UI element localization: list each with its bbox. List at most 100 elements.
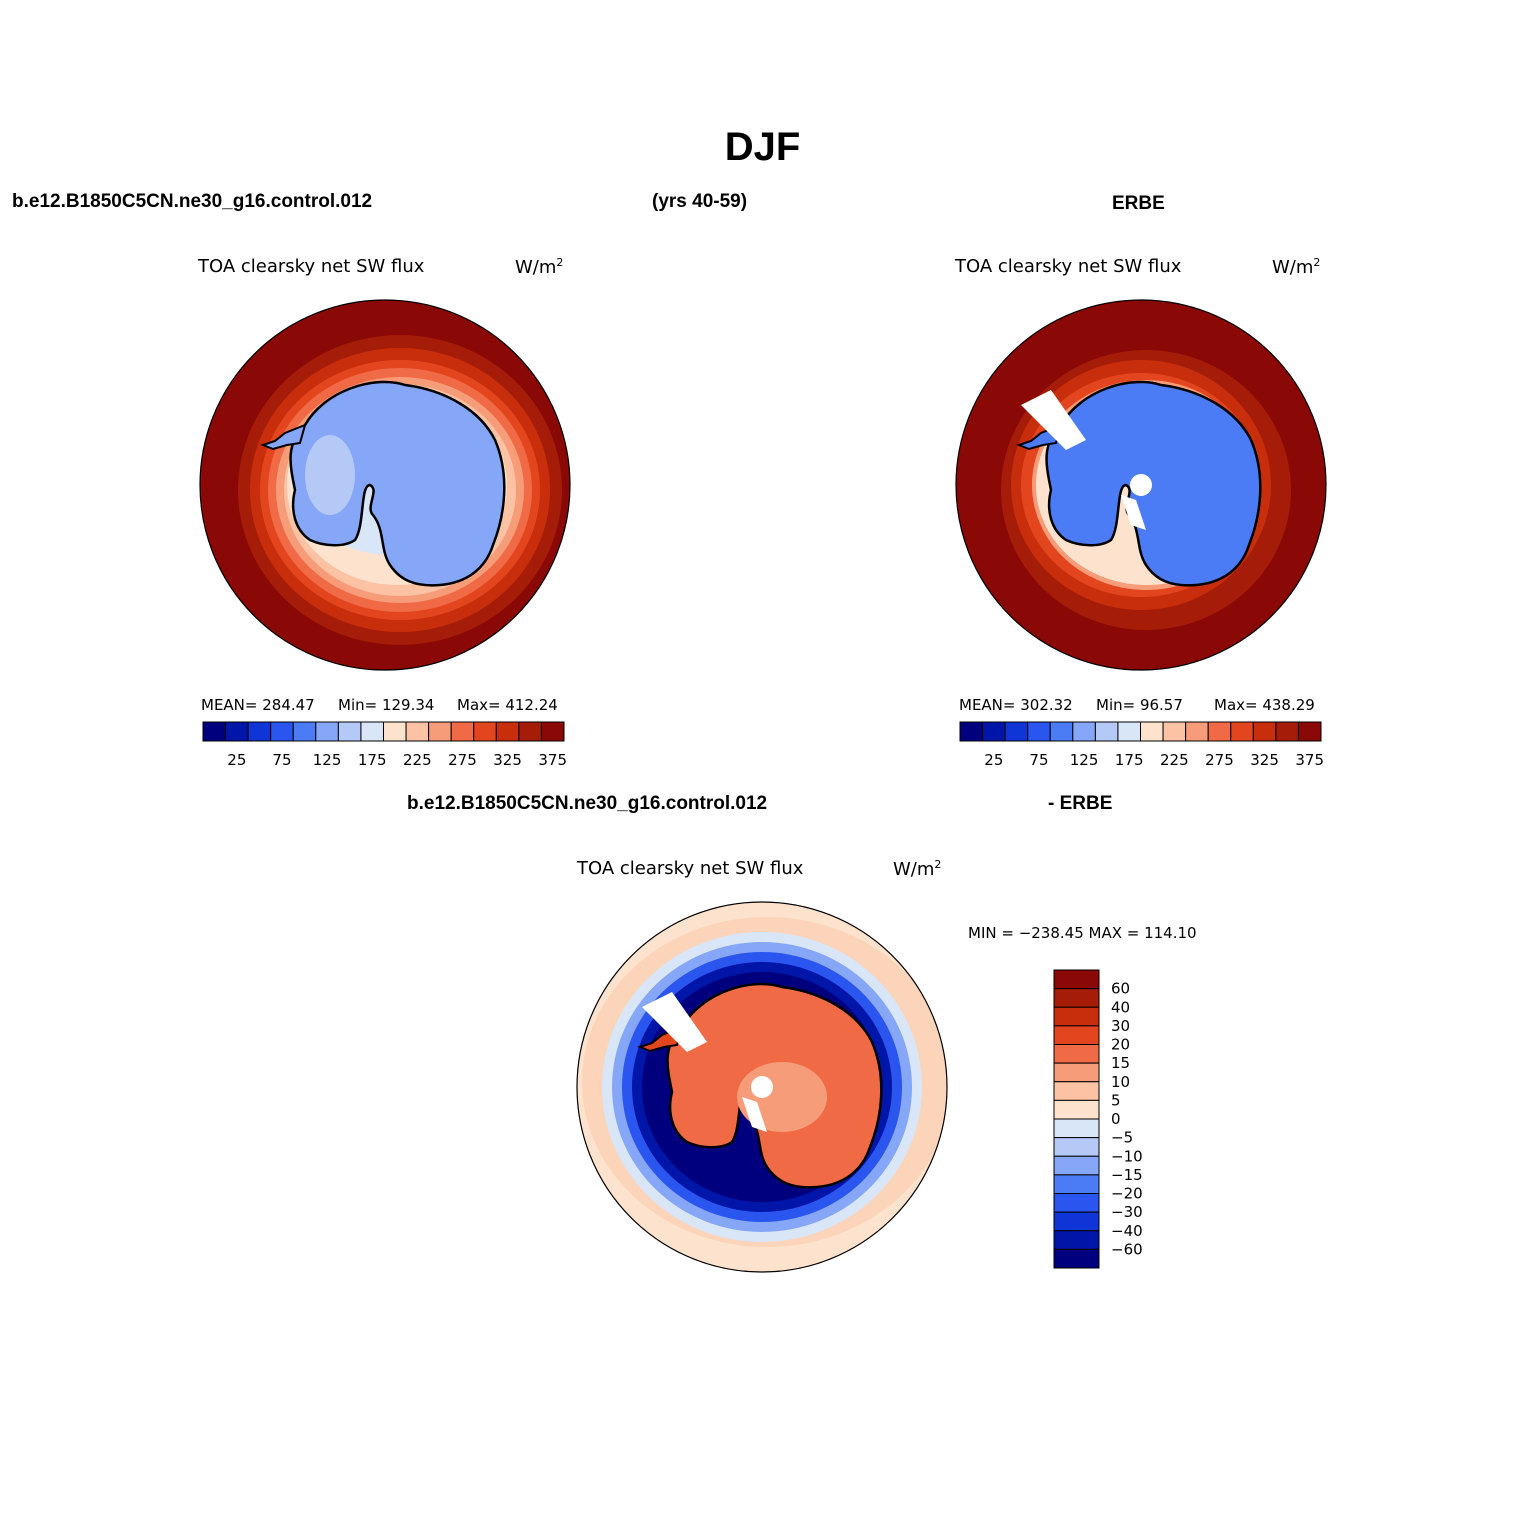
diff-colorbar-swatch: [1053, 1081, 1100, 1101]
obs-min-stat: Min= 96.57: [1096, 696, 1183, 714]
diff-colorbar-tick-label: 0: [1111, 1110, 1121, 1128]
obs-colorbar-swatch: [1252, 721, 1277, 742]
model-colorbar-swatch: [315, 721, 339, 742]
model-colorbar-tick-label: 325: [493, 751, 522, 769]
model-colorbar-swatch: [292, 721, 317, 742]
diff-colorbar-swatch: [1053, 1006, 1100, 1027]
diff-colorbar-swatch: [1053, 969, 1100, 990]
diff-units-label: W/m2: [893, 858, 942, 880]
obs-colorbar-swatch: [1117, 721, 1141, 742]
diff-variable-label: TOA clearsky net SW flux: [577, 858, 804, 879]
diff-colorbar-swatch: [1053, 1193, 1100, 1213]
diff-colorbar-tick-label: 40: [1111, 998, 1130, 1016]
obs-colorbar-swatch: [1230, 721, 1254, 742]
obs-colorbar-tick-label: 125: [1070, 751, 1099, 769]
diff-suffix-title: - ERBE: [1048, 793, 1113, 814]
diff-colorbar-tick-label: −15: [1111, 1166, 1143, 1184]
model-colorbar-swatch: [383, 721, 407, 742]
model-colorbar-swatch: [495, 721, 520, 742]
diff-polar-map: [577, 902, 947, 1272]
obs-colorbar-tick-label: 275: [1205, 751, 1234, 769]
obs-max-stat: Max= 438.29: [1214, 696, 1315, 714]
diff-colorbar-tick-label: −40: [1111, 1222, 1143, 1240]
diff-colorbar-swatch: [1053, 1137, 1100, 1157]
model-variable-label: TOA clearsky net SW flux: [198, 256, 425, 277]
model-colorbar-swatch: [428, 721, 452, 742]
model-colorbar: 25 75 125 175 225 275 325 375: [202, 721, 567, 769]
diff-colorbar-tick-label: −5: [1111, 1129, 1133, 1147]
obs-colorbar-tick-label: 325: [1250, 751, 1279, 769]
obs-colorbar-tick-label: 175: [1115, 751, 1144, 769]
obs-colorbar-swatch: [1004, 721, 1029, 742]
diff-case-title: b.e12.B1850C5CN.ne30_g16.control.012: [407, 793, 768, 814]
diff-colorbar-tick-label: −30: [1111, 1203, 1143, 1221]
diff-colorbar-tick-label: 60: [1111, 980, 1130, 998]
model-colorbar-swatch: [540, 721, 565, 742]
model-colorbar-swatch: [202, 721, 227, 742]
diff-colorbar-swatch: [1053, 1211, 1100, 1232]
diff-minmax-stat: MIN = −238.45 MAX = 114.10: [968, 924, 1197, 942]
diff-colorbar-swatch: [1053, 1174, 1100, 1194]
obs-title: ERBE: [1112, 193, 1165, 214]
diff-colorbar-swatch: [1053, 1155, 1100, 1176]
model-colorbar-tick-label: 175: [358, 751, 387, 769]
diff-colorbar-tick-label: −20: [1111, 1185, 1143, 1203]
model-colorbar-tick-label: 225: [403, 751, 432, 769]
model-colorbar-swatch: [247, 721, 272, 742]
diff-colorbar-swatch: [1053, 1025, 1100, 1045]
diff-colorbar-swatch: [1053, 1099, 1100, 1120]
diff-colorbar-swatch: [1053, 1248, 1100, 1269]
diff-colorbar-tick-label: −10: [1111, 1147, 1143, 1165]
diff-colorbar-swatch: [1053, 1230, 1100, 1250]
obs-colorbar-swatch: [1094, 721, 1119, 742]
model-polar-map: [200, 300, 570, 670]
obs-colorbar-swatch: [1072, 721, 1096, 742]
obs-colorbar-swatch: [1162, 721, 1187, 742]
obs-colorbar-tick-label: 225: [1160, 751, 1189, 769]
diff-colorbar-tick-label: −60: [1111, 1240, 1143, 1258]
model-min-stat: Min= 129.34: [338, 696, 435, 714]
obs-units-label: W/m2: [1272, 256, 1321, 278]
obs-colorbar-swatch: [1027, 721, 1051, 742]
model-colorbar-tick-label: 75: [272, 751, 291, 769]
obs-colorbar-swatch: [1185, 721, 1209, 742]
obs-colorbar-swatch: [1275, 721, 1299, 742]
obs-mean-stat: MEAN= 302.32: [959, 696, 1073, 714]
obs-colorbar-swatch: [982, 721, 1006, 742]
diff-colorbar-swatch: [1053, 1044, 1100, 1064]
diff-colorbar-swatch: [1053, 1118, 1100, 1139]
years-label: (yrs 40-59): [652, 191, 748, 212]
diff-colorbar-tick-label: 30: [1111, 1017, 1130, 1035]
obs-colorbar: 25 75 125 175 225 275 325 375: [959, 721, 1324, 769]
diff-colorbar-swatch: [1053, 988, 1100, 1008]
obs-colorbar-tick-label: 25: [984, 751, 1003, 769]
obs-colorbar-swatch: [1049, 721, 1074, 742]
diff-colorbar-tick-label: 20: [1111, 1036, 1130, 1054]
model-colorbar-swatch: [360, 721, 384, 742]
model-colorbar-swatch: [518, 721, 542, 742]
obs-colorbar-tick-label: 75: [1029, 751, 1048, 769]
diff-colorbar-tick-label: 10: [1111, 1073, 1130, 1091]
model-colorbar-tick-label: 275: [448, 751, 477, 769]
model-case-title: b.e12.B1850C5CN.ne30_g16.control.012: [12, 191, 373, 212]
obs-variable-label: TOA clearsky net SW flux: [955, 256, 1182, 277]
model-colorbar-swatch: [225, 721, 249, 742]
diff-colorbar-swatch: [1053, 1062, 1100, 1083]
model-colorbar-tick-label: 375: [538, 751, 567, 769]
obs-colorbar-swatch: [959, 721, 984, 742]
model-colorbar-tick-label: 25: [227, 751, 246, 769]
obs-colorbar-swatch: [1297, 721, 1322, 742]
obs-polar-map: [956, 300, 1326, 670]
model-colorbar-swatch: [405, 721, 430, 742]
model-mean-stat: MEAN= 284.47: [201, 696, 315, 714]
obs-colorbar-tick-label: 375: [1295, 751, 1324, 769]
model-colorbar-swatch: [450, 721, 475, 742]
obs-colorbar-swatch: [1140, 721, 1164, 742]
diff-colorbar-tick-label: 15: [1111, 1054, 1130, 1072]
model-colorbar-swatch: [337, 721, 362, 742]
model-units-label: W/m2: [515, 256, 564, 278]
model-colorbar-tick-label: 125: [313, 751, 342, 769]
diff-colorbar-tick-label: 5: [1111, 1091, 1121, 1109]
